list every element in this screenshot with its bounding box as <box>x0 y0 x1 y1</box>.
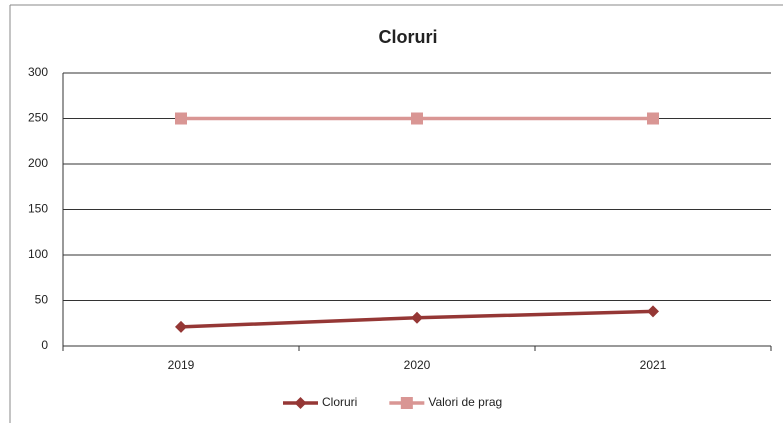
data-point <box>411 311 423 324</box>
legend-marker <box>400 397 413 409</box>
data-point <box>175 320 187 333</box>
data-point <box>175 112 187 125</box>
y-tick-label: 150 <box>28 202 48 216</box>
x-tick-label: 2019 <box>168 358 195 372</box>
x-tick-label: 2020 <box>404 358 431 372</box>
y-tick-label: 300 <box>28 65 48 79</box>
chart-title: Cloruri <box>378 27 437 47</box>
y-tick-label: 100 <box>28 247 48 261</box>
y-tick-label: 0 <box>41 338 48 352</box>
data-point <box>647 305 659 318</box>
legend-label: Cloruri <box>322 395 357 409</box>
data-point <box>411 112 423 125</box>
y-tick-label: 200 <box>28 156 48 170</box>
legend-label: Valori de prag <box>428 395 502 409</box>
data-point <box>647 112 659 125</box>
y-tick-label: 250 <box>28 111 48 125</box>
y-tick-label: 50 <box>35 293 49 307</box>
legend-marker <box>294 397 307 409</box>
x-tick-label: 2021 <box>640 358 667 372</box>
